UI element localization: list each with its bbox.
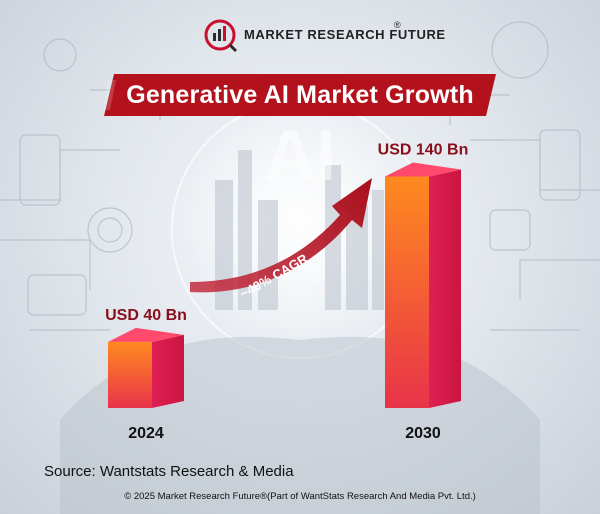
bar-top-2024 — [108, 327, 184, 342]
copyright-note: © 2025 Market Research Future®(Part of W… — [124, 491, 476, 502]
chart-title: Generative AI Market Growth — [126, 81, 474, 109]
bar-front-2024 — [108, 341, 152, 408]
title-banner: Generative AI Market Growth — [104, 74, 496, 116]
bar-front-2030 — [385, 176, 429, 408]
ai-watermark: AI — [264, 116, 336, 196]
value-label-2030: USD 140 Bn — [378, 142, 469, 159]
bar-2030 — [385, 162, 461, 408]
brand-registered-mark: ® — [394, 20, 401, 30]
bar-top-2030 — [385, 162, 461, 177]
source-note: Source: Wantstats Research & Media — [44, 463, 294, 480]
bar-2024 — [108, 327, 184, 408]
value-label-2024: USD 40 Bn — [105, 307, 187, 324]
category-label-2030: 2030 — [405, 425, 441, 442]
bar-side-2024 — [152, 334, 184, 408]
category-label-2024: 2024 — [128, 425, 164, 442]
cagr-arrow — [190, 178, 372, 293]
brand-logo-icon — [204, 19, 238, 53]
title-banner-shape — [104, 74, 496, 116]
brand-header: MARKET RESEARCH FUTURE ® — [0, 14, 600, 58]
brand-name: MARKET RESEARCH FUTURE — [244, 27, 446, 42]
bar-side-2030 — [429, 169, 461, 408]
